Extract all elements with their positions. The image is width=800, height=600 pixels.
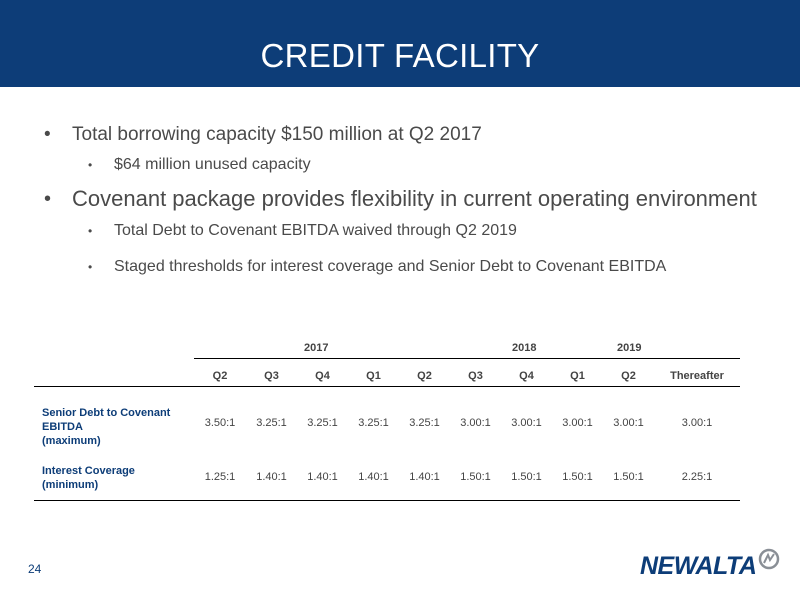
- table-bottom-rule: [34, 500, 740, 501]
- table-cell: 3.00:1: [511, 417, 542, 429]
- quarter-header: Q4: [519, 370, 534, 382]
- bullet-dot-icon: •: [88, 224, 93, 238]
- table-cell: 1.40:1: [358, 471, 389, 483]
- quarter-header: Q2: [621, 370, 636, 382]
- row-label-line: (maximum): [42, 435, 101, 447]
- quarter-header: Q4: [315, 370, 330, 382]
- table-cell: 1.25:1: [204, 471, 236, 483]
- header-bar: [0, 0, 800, 87]
- table-cell: 2.25:1: [681, 471, 713, 483]
- quarter-header-row: Q2 Q3 Q4 Q1 Q2 Q3 Q4 Q1 Q2 Thereafter: [34, 358, 740, 386]
- table-cell: 3.00:1: [681, 417, 713, 429]
- table-cell: 1.50:1: [511, 471, 542, 483]
- covenant-table: 2017 2018 2019 Q2 Q3 Q4 Q1 Q2 Q3 Q4 Q1 Q…: [34, 338, 740, 501]
- page-number: 24: [28, 562, 42, 576]
- quarter-header: Q3: [468, 370, 483, 382]
- bullet-dot-icon: •: [88, 158, 93, 172]
- year-label: 2018: [512, 342, 537, 354]
- row-label-line: Interest Coverage: [42, 465, 135, 477]
- quarter-header: Thereafter: [670, 370, 724, 382]
- quarter-header: Q1: [570, 370, 585, 382]
- table-cell: 1.50:1: [562, 471, 593, 483]
- table-cell: 3.25:1: [358, 417, 389, 429]
- slide-title: CREDIT FACILITY: [260, 37, 540, 74]
- table-cell: 3.25:1: [409, 417, 440, 429]
- quarter-header: Q2: [417, 370, 432, 382]
- bullet-item: • Total borrowing capacity $150 million …: [44, 122, 764, 148]
- header-bottom-rule: [34, 386, 740, 387]
- table-row: Senior Debt to Covenant EBITDA (maximum)…: [34, 406, 740, 464]
- sub-bullet-text: $64 million unused capacity: [114, 156, 311, 173]
- bullet-dot-icon: •: [44, 124, 51, 145]
- table-cell: 1.40:1: [307, 471, 338, 483]
- bullet-text: Total borrowing capacity $150 million at…: [72, 124, 482, 145]
- table-cell: 1.50:1: [460, 471, 491, 483]
- year-header-row: 2017 2018 2019: [34, 338, 740, 358]
- table-cell: 1.40:1: [256, 471, 287, 483]
- year-label: 2019: [617, 342, 642, 354]
- sub-bullet-text: Total Debt to Covenant EBITDA waived thr…: [114, 222, 517, 239]
- quarter-header: Q3: [264, 370, 279, 382]
- sub-bullet-item: • Staged thresholds for interest coverag…: [44, 256, 764, 278]
- newalta-logo: NEWALTA: [640, 548, 780, 582]
- logo-wordmark: NEWALTA: [640, 552, 757, 580]
- table-cell: 1.40:1: [409, 471, 440, 483]
- quarter-header: Q1: [366, 370, 381, 382]
- bullet-dot-icon: •: [88, 260, 93, 274]
- table-cell: 3.00:1: [562, 417, 593, 429]
- bullet-dot-icon: •: [44, 188, 52, 210]
- bullet-text: Covenant package provides flexibility in…: [72, 186, 757, 211]
- row-label: Interest Coverage (minimum): [42, 464, 135, 492]
- row-label-line: EBITDA: [42, 421, 83, 433]
- row-label-line: (minimum): [42, 479, 99, 491]
- table-cell: 1.50:1: [613, 471, 644, 483]
- table-cell: 3.00:1: [613, 417, 644, 429]
- table-cell: 3.25:1: [256, 417, 287, 429]
- bullet-list: • Total borrowing capacity $150 million …: [44, 122, 764, 292]
- table-row: Interest Coverage (minimum) 1.25:1 1.40:…: [34, 464, 740, 512]
- quarter-header: Q2: [212, 370, 228, 382]
- year-label: 2017: [304, 342, 329, 354]
- table-cell: 3.00:1: [460, 417, 491, 429]
- sub-bullet-item: • $64 million unused capacity: [44, 154, 764, 176]
- sub-bullet-text: Staged thresholds for interest coverage …: [114, 258, 667, 275]
- row-label-line: Senior Debt to Covenant: [42, 407, 171, 419]
- header-divider: [194, 358, 740, 359]
- sub-bullet-item: • Total Debt to Covenant EBITDA waived t…: [44, 220, 764, 242]
- table-cell: 3.25:1: [307, 417, 338, 429]
- logo-swirl-icon: [758, 548, 780, 570]
- row-label: Senior Debt to Covenant EBITDA (maximum): [42, 406, 170, 448]
- table-cell: 3.50:1: [204, 417, 236, 429]
- bullet-item: • Covenant package provides flexibility …: [44, 184, 764, 214]
